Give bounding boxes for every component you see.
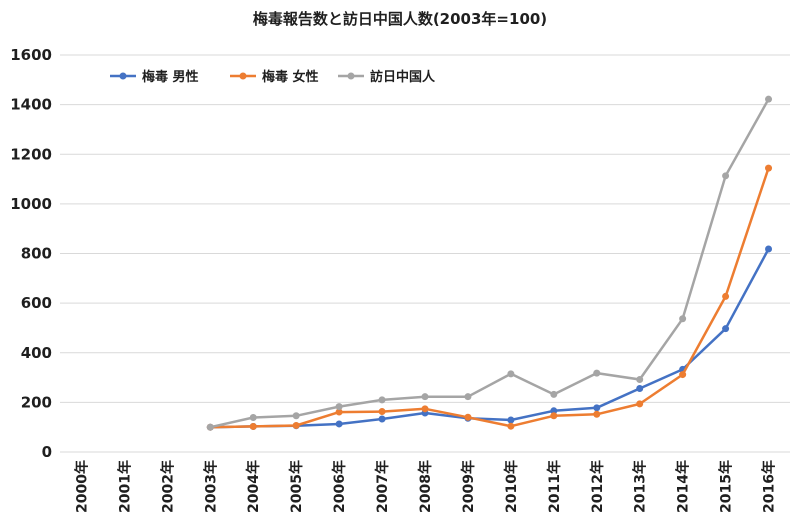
series-line [210, 98, 770, 429]
x-tick-label: 2009年 [460, 460, 477, 513]
x-tick-label: 2000年 [73, 460, 90, 513]
legend-marker [239, 72, 247, 80]
x-tick-label: 2002年 [159, 460, 176, 513]
series-line [210, 167, 770, 429]
y-tick-label: 1400 [10, 96, 52, 114]
y-tick-label: 800 [21, 245, 52, 263]
data-point [593, 369, 601, 377]
legend-label: 梅毒 男性 [142, 69, 199, 85]
x-tick-label: 2016年 [761, 460, 778, 513]
data-point [636, 376, 644, 384]
data-point [206, 423, 214, 431]
x-tick-label: 2006年 [331, 460, 348, 513]
x-tick-label: 2005年 [288, 460, 305, 513]
data-point [593, 410, 601, 418]
series-3 [206, 95, 773, 431]
y-tick-label: 1000 [10, 195, 52, 213]
data-point [378, 408, 386, 416]
data-point [550, 390, 558, 398]
x-tick-label: 2007年 [374, 460, 391, 513]
x-axis: 2000年 2001年 2002年 2003年 2004年 2005年 2006年 2007年… [73, 460, 777, 513]
y-tick-label: 1200 [10, 145, 52, 163]
data-point [636, 384, 644, 392]
data-point [378, 415, 386, 423]
series-1 [206, 245, 773, 431]
data-point [249, 422, 257, 430]
x-tick-label: 2001年 [116, 460, 133, 513]
series-layer [206, 95, 773, 431]
data-point [421, 405, 429, 413]
legend-marker [347, 72, 355, 80]
data-point [550, 412, 558, 420]
data-point [335, 408, 343, 416]
x-tick-label: 2008年 [417, 460, 434, 513]
data-point [679, 315, 687, 323]
data-point [636, 400, 644, 408]
legend-marker [119, 72, 127, 80]
data-point [550, 407, 558, 415]
series-line [210, 248, 770, 429]
grid [60, 54, 790, 453]
data-point [292, 421, 300, 429]
legend-label: 梅毒 女性 [262, 69, 319, 85]
legend-item-2: 梅毒 女性 [230, 69, 319, 85]
y-tick-label: 1600 [10, 46, 52, 64]
data-point [464, 393, 472, 401]
chart-title: 梅毒報告数と訪日中国人数(2003年=100) [253, 10, 547, 28]
data-point [507, 422, 515, 430]
legend-item-1: 梅毒 男性 [110, 69, 199, 85]
y-tick-label: 400 [21, 344, 52, 362]
x-tick-label: 2004年 [245, 460, 262, 513]
legend: 梅毒 男性 梅毒 女性 訪日中国人 [110, 69, 436, 85]
x-tick-label: 2003年 [202, 460, 219, 513]
data-point [421, 393, 429, 401]
x-tick-label: 2012年 [589, 460, 606, 513]
series-2 [206, 164, 773, 431]
y-tick-label: 600 [21, 294, 52, 312]
y-tick-label: 0 [42, 443, 52, 461]
data-point [765, 164, 773, 172]
data-point [507, 416, 515, 424]
data-point [722, 325, 730, 333]
data-point [593, 404, 601, 412]
x-tick-label: 2014年 [675, 460, 692, 513]
data-point [335, 420, 343, 428]
data-point [507, 370, 515, 378]
x-tick-label: 2010年 [503, 460, 520, 513]
y-axis: 0 200 400 600 800 1000 1200 1400 1600 [10, 46, 52, 461]
data-point [335, 403, 343, 411]
legend-label: 訪日中国人 [370, 69, 436, 85]
data-point [249, 414, 257, 422]
x-tick-label: 2015年 [718, 460, 735, 513]
data-point [765, 95, 773, 103]
data-point [378, 396, 386, 404]
data-point [765, 245, 773, 253]
data-point [292, 412, 300, 420]
y-tick-label: 200 [21, 393, 52, 411]
x-tick-label: 2013年 [632, 460, 649, 513]
data-point [722, 292, 730, 300]
x-tick-label: 2011年 [546, 460, 563, 513]
data-point [464, 413, 472, 421]
legend-item-3: 訪日中国人 [338, 69, 436, 85]
data-point [722, 172, 730, 180]
data-point [679, 371, 687, 379]
